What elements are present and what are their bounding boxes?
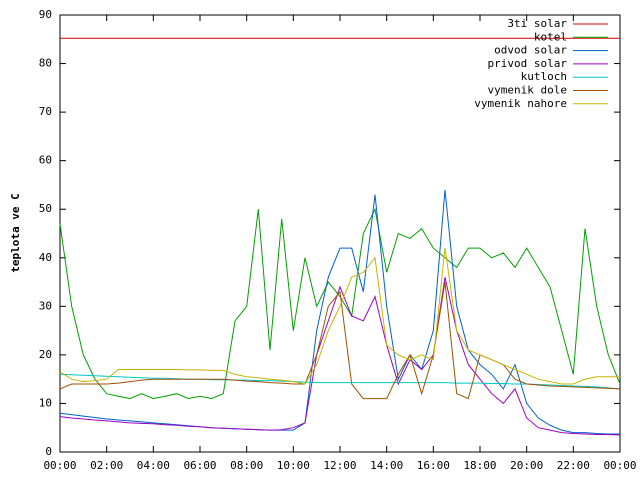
legend-label: 3ti solar xyxy=(507,17,567,30)
x-tick-label: 12:00 xyxy=(323,459,356,472)
x-tick-label: 10:00 xyxy=(277,459,310,472)
x-tick-label: 00:00 xyxy=(603,459,636,472)
y-tick-label: 10 xyxy=(39,396,52,409)
legend-label: kutloch xyxy=(521,70,567,83)
x-tick-label: 08:00 xyxy=(230,459,263,472)
legend-label: privod solar xyxy=(488,57,568,70)
legend-label: kotel xyxy=(534,30,567,43)
y-tick-label: 0 xyxy=(45,445,52,458)
y-tick-label: 30 xyxy=(39,299,52,312)
x-tick-label: 04:00 xyxy=(137,459,170,472)
x-tick-label: 14:00 xyxy=(370,459,403,472)
x-tick-label: 20:00 xyxy=(510,459,543,472)
series-line xyxy=(59,248,620,385)
legend-label: odvod solar xyxy=(494,44,567,57)
legend-label: vymenik dole xyxy=(488,84,567,97)
series-line xyxy=(59,282,621,400)
y-axis-label: teplota ve C xyxy=(9,193,22,272)
x-tick-label: 06:00 xyxy=(183,459,216,472)
y-tick-label: 40 xyxy=(39,251,52,264)
y-tick-label: 20 xyxy=(39,348,52,361)
y-tick-label: 80 xyxy=(39,57,52,70)
x-tick-label: 22:00 xyxy=(557,459,590,472)
y-tick-label: 60 xyxy=(39,154,52,167)
legend-label: vymenik nahore xyxy=(474,97,567,110)
x-tick-label: 02:00 xyxy=(90,459,123,472)
y-tick-label: 90 xyxy=(39,8,52,21)
x-tick-label: 00:00 xyxy=(43,459,76,472)
x-tick-label: 16:00 xyxy=(417,459,450,472)
x-tick-label: 18:00 xyxy=(463,459,496,472)
y-tick-label: 70 xyxy=(39,105,52,118)
series-line xyxy=(59,207,621,400)
y-tick-label: 50 xyxy=(39,202,52,215)
series-line xyxy=(59,189,620,435)
series-line xyxy=(59,277,621,436)
